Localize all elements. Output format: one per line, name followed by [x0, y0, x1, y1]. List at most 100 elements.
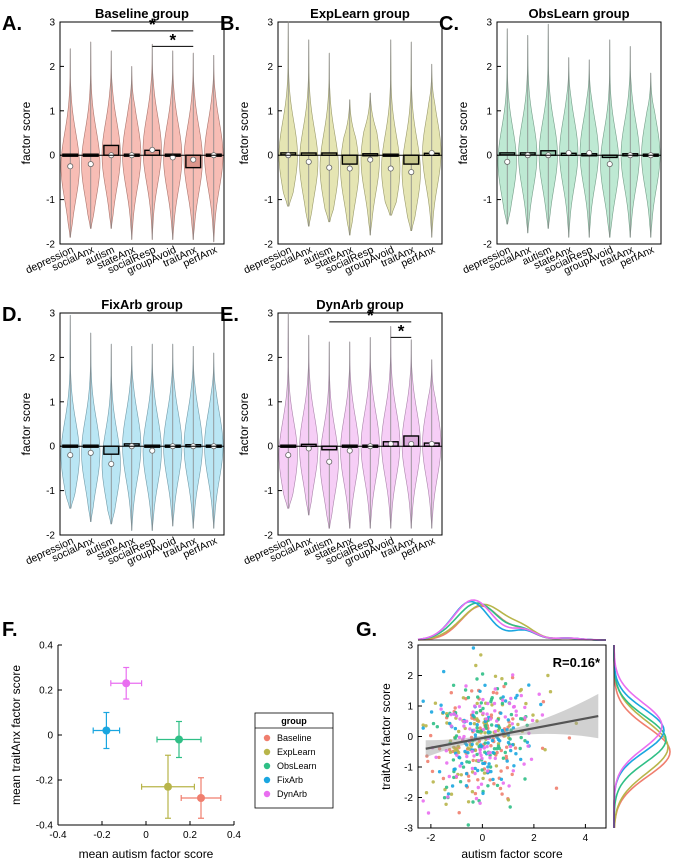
scatter-point [466, 751, 470, 755]
legend-marker-ExpLearn [263, 748, 271, 756]
scatter-point [452, 775, 456, 780]
scatter-point [466, 823, 470, 827]
scatter-point [525, 723, 529, 727]
scatter-point [492, 782, 496, 786]
scatter-point [527, 683, 531, 687]
y-tick-label: 0 [267, 151, 273, 162]
scatter-point [454, 714, 459, 718]
plot-area [496, 21, 662, 245]
scatter-point [457, 729, 461, 734]
scatter-point [514, 713, 518, 717]
scatter-point [507, 701, 512, 706]
scatter-point [525, 740, 530, 744]
scatter-point [470, 749, 474, 754]
median-marker-autism [108, 460, 115, 467]
scatter-point [495, 783, 500, 788]
marginal-density-top-Baseline [417, 605, 606, 641]
median-marker-socialAnx [87, 449, 94, 456]
scatter-point [516, 722, 520, 727]
median-marker-socialAnx [305, 158, 312, 165]
scatter-point [493, 709, 497, 713]
scatter-point [479, 753, 483, 758]
scatter-point [526, 744, 530, 748]
y-tick-label: 0 [49, 442, 55, 453]
scatter-point [490, 703, 494, 707]
scatter-point [484, 726, 488, 730]
scatter-point [509, 728, 513, 732]
scatter-point [465, 743, 469, 747]
scatter-point [531, 713, 535, 717]
scatter-point [451, 683, 456, 687]
mean-bar-autism [103, 445, 120, 455]
scatter-point [535, 719, 539, 723]
scatter-point [537, 692, 541, 696]
scatter-point [464, 784, 469, 788]
scatter-point [475, 726, 479, 730]
scatter-point [461, 765, 466, 769]
scatter-point [448, 739, 453, 743]
scatter-point [519, 693, 523, 698]
scatter-point [421, 726, 425, 730]
scatter-point [476, 768, 480, 773]
scatter-point [519, 735, 523, 740]
panel-letter: B. [220, 13, 240, 35]
y-tick-label: 2 [407, 671, 413, 682]
mean-bar-traitAnx [403, 154, 420, 165]
point-ExpLearn [164, 782, 172, 791]
scatter-point [505, 766, 510, 770]
scatter-point [457, 735, 462, 740]
y-tick-label: 1 [49, 397, 55, 408]
y-axis-label: factor score [456, 101, 470, 164]
scatter-point [474, 796, 479, 801]
scatter-point [494, 724, 498, 728]
y-axis-label: factor score [19, 392, 33, 455]
scatter-point [497, 746, 501, 750]
scatter-point [426, 759, 430, 764]
panel-letter: F. [2, 619, 18, 641]
scatter-point [482, 761, 487, 766]
legend-marker-ObsLearn [263, 762, 271, 770]
scatter-point [523, 705, 527, 710]
scatter-point [471, 713, 475, 717]
scatter-point [445, 761, 449, 765]
scatter-point [520, 717, 525, 721]
scatter-point [509, 696, 513, 701]
scatter-point [464, 684, 468, 688]
scatter-point [446, 792, 451, 796]
panel-title: Baseline group [95, 6, 189, 21]
scatter-point [462, 724, 466, 728]
scatter-point [501, 781, 505, 785]
scatter-point [504, 754, 508, 759]
scatter-point [455, 753, 459, 757]
y-tick-label: 1 [486, 106, 492, 117]
marginal-density-right-DynArb [613, 645, 663, 828]
scatter-point [421, 723, 425, 727]
scatter-point [503, 682, 508, 686]
marginal-density-top-ExpLearn [417, 603, 606, 641]
scatter-point [500, 701, 505, 706]
scatter-point [435, 725, 439, 729]
median-marker-stateAnx [346, 447, 353, 454]
scatter-point [466, 695, 471, 700]
scatter-point [501, 756, 506, 760]
scatter-point [452, 745, 456, 750]
scatter-point [479, 701, 483, 705]
scatter-point [548, 690, 553, 694]
scatter-point [483, 741, 487, 745]
scatter-point [529, 757, 534, 761]
legend-label: DynArb [277, 789, 307, 799]
scatter-point [503, 715, 507, 719]
scatter-point [478, 704, 482, 708]
scatter-point [485, 744, 489, 749]
y-tick-label: -2 [264, 240, 273, 251]
median-marker-depression [67, 452, 74, 459]
x-tick-label: -0.4 [49, 830, 67, 841]
scatter-point [441, 710, 445, 715]
scatter-point [473, 748, 478, 753]
median-marker-socialResp [149, 447, 156, 454]
median-marker-traitAnx [408, 169, 415, 176]
scatter-point [506, 718, 510, 722]
y-tick-label: -1 [46, 195, 55, 206]
scatter-point [467, 760, 471, 764]
